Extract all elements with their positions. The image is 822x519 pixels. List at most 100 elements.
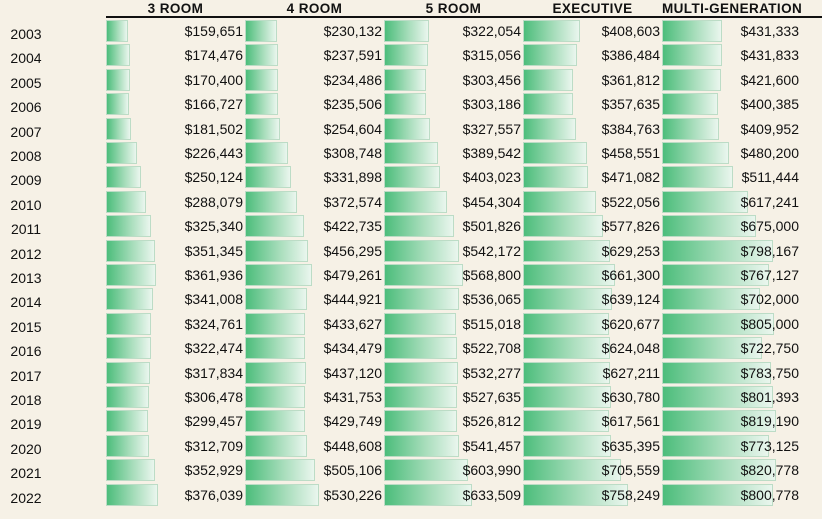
value-label-3-room-2008: $226,443	[184, 145, 243, 161]
value-label-5-room-2004: $315,056	[462, 47, 521, 64]
value-label-3-room-2003: $159,651	[184, 23, 243, 39]
bar-3-room-2016	[106, 337, 151, 360]
bar-executive-2019	[523, 410, 609, 433]
bar-4-room-2017	[245, 361, 306, 384]
value-label-multi-generation-2012: $798,167	[740, 242, 799, 259]
year-label-2008: 2008	[10, 148, 42, 164]
bar-multi-generation-2004	[662, 44, 723, 67]
column-header-3-room: 3 ROOM	[147, 1, 204, 16]
value-label-executive-2013: $661,300	[601, 267, 660, 283]
value-label-executive-2003: $408,603	[601, 23, 660, 39]
value-label-multi-generation-2020: $773,125	[740, 437, 799, 454]
bar-multi-generation-2014	[662, 288, 760, 311]
value-label-multi-generation-2022: $800,778	[740, 486, 799, 503]
value-label-3-room-2006: $166,727	[184, 96, 243, 113]
bar-5-room-2020	[384, 434, 460, 457]
value-label-4-room-2004: $237,591	[323, 47, 382, 64]
year-label-2014: 2014	[10, 294, 42, 311]
value-label-3-room-2010: $288,079	[184, 193, 243, 210]
bar-5-room-2006	[384, 93, 427, 116]
column-header-4-room: 4 ROOM	[286, 1, 343, 16]
value-label-multi-generation-2015: $805,000	[740, 315, 799, 332]
bar-3-room-2006	[106, 93, 130, 116]
bar-executive-2020	[523, 434, 612, 457]
bar-4-room-2018	[245, 386, 305, 408]
bar-3-room-2007	[106, 117, 132, 140]
bar-3-room-2010	[106, 190, 147, 213]
bar-executive-2018	[523, 386, 611, 408]
value-label-3-room-2011: $325,340	[184, 218, 243, 235]
value-label-executive-2011: $577,826	[601, 218, 660, 235]
value-label-5-room-2011: $501,826	[462, 218, 521, 235]
value-label-4-room-2017: $437,120	[323, 364, 382, 381]
value-label-executive-2021: $705,559	[601, 462, 660, 479]
bar-executive-2006	[523, 93, 573, 116]
column-header-multi-generation: MULTI-GENERATION	[662, 1, 803, 16]
bar-3-room-2014	[106, 288, 154, 311]
value-label-4-room-2019: $429,749	[323, 413, 382, 430]
bar-5-room-2014	[384, 288, 459, 311]
bar-4-room-2012	[245, 239, 309, 262]
bar-multi-generation-2010	[662, 190, 748, 213]
value-label-3-room-2018: $306,478	[184, 389, 243, 405]
value-label-multi-generation-2021: $820,778	[740, 462, 799, 479]
bar-multi-generation-2005	[662, 68, 721, 91]
value-label-5-room-2003: $322,054	[462, 23, 521, 39]
bar-3-room-2017	[106, 361, 151, 384]
value-label-5-room-2016: $522,708	[462, 340, 521, 357]
value-label-executive-2022: $758,249	[601, 486, 660, 503]
bar-4-room-2019	[245, 410, 305, 433]
bar-5-room-2008	[384, 142, 439, 164]
value-label-4-room-2018: $431,753	[323, 389, 382, 405]
bar-multi-generation-2006	[662, 93, 718, 116]
year-label-2004: 2004	[10, 50, 42, 67]
bar-4-room-2010	[245, 190, 297, 213]
bar-5-room-2011	[384, 215, 454, 238]
value-label-multi-generation-2011: $675,000	[740, 218, 799, 235]
value-label-4-room-2010: $372,574	[323, 193, 382, 210]
bar-executive-2017	[523, 361, 611, 384]
header-rule	[106, 16, 822, 18]
value-label-3-room-2016: $322,474	[184, 340, 243, 357]
value-label-5-room-2014: $536,065	[462, 291, 521, 308]
bar-multi-generation-2012	[662, 239, 773, 262]
year-label-2009: 2009	[10, 172, 42, 189]
value-label-4-room-2022: $530,226	[323, 486, 382, 503]
value-label-5-room-2021: $603,990	[462, 462, 521, 479]
value-label-5-room-2015: $515,018	[462, 315, 521, 332]
bar-multi-generation-2019	[662, 410, 776, 433]
bar-4-room-2009	[245, 166, 292, 189]
value-label-5-room-2022: $633,509	[462, 486, 521, 503]
column-header-executive: EXECUTIVE	[552, 1, 633, 16]
bar-5-room-2005	[384, 68, 427, 91]
bar-multi-generation-2007	[662, 117, 719, 140]
year-label-2006: 2006	[10, 99, 42, 116]
bar-5-room-2003	[384, 20, 429, 42]
year-label-2021: 2021	[10, 465, 42, 482]
bar-3-room-2008	[106, 142, 138, 164]
bar-3-room-2018	[106, 386, 149, 408]
value-label-5-room-2010: $454,304	[462, 193, 521, 210]
bar-executive-2007	[523, 117, 577, 140]
value-label-3-room-2014: $341,008	[184, 291, 243, 308]
year-label-2019: 2019	[10, 416, 42, 433]
value-label-5-room-2006: $303,186	[462, 96, 521, 113]
bar-4-room-2014	[245, 288, 307, 311]
bar-4-room-2008	[245, 142, 288, 164]
bar-4-room-2005	[245, 68, 278, 91]
value-label-5-room-2020: $541,457	[462, 437, 521, 454]
bar-3-room-2003	[106, 20, 129, 42]
value-label-multi-generation-2016: $722,750	[740, 340, 799, 357]
value-label-3-room-2012: $351,345	[184, 242, 243, 259]
bar-executive-2022	[523, 483, 629, 506]
value-label-4-room-2008: $308,748	[323, 145, 382, 161]
bar-multi-generation-2008	[662, 142, 729, 164]
value-label-5-room-2009: $403,023	[462, 169, 521, 186]
year-label-2010: 2010	[10, 196, 42, 213]
year-label-2007: 2007	[10, 123, 42, 140]
value-label-executive-2017: $627,211	[602, 364, 660, 381]
bar-multi-generation-2003	[662, 20, 722, 42]
value-label-executive-2006: $357,635	[601, 96, 660, 113]
value-label-4-room-2015: $433,627	[323, 315, 382, 332]
